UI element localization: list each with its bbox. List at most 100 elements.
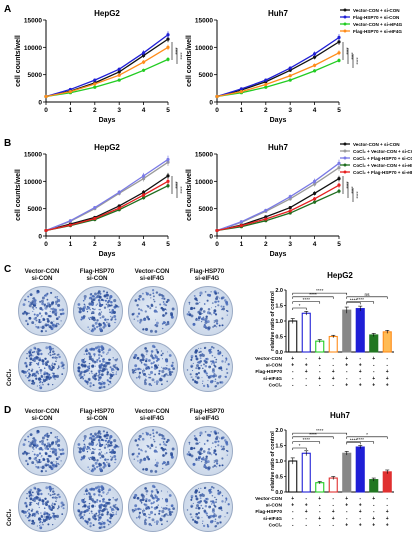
colony-dot [188,441,191,444]
colony-dot [190,498,193,501]
colony-dot [144,518,146,520]
colony-dot [41,296,45,300]
colony-dot [94,296,97,300]
colony-dot [35,307,37,309]
colony-dot [133,458,136,460]
colony-dot [208,505,212,509]
colony-dot [139,378,141,380]
colony-dot [53,460,55,462]
colony-dot [44,312,48,316]
colony-dot [150,524,153,527]
colony-dot [98,452,102,456]
colony-dot [28,513,31,516]
colony-dot [92,465,94,467]
colony-dot [210,360,213,363]
colony-dot [202,524,206,528]
colony-dot [141,358,145,362]
condition-sign: + [318,356,321,362]
colony-dot [78,310,82,314]
condition-sign: + [345,522,348,528]
colony-dot [209,514,213,518]
colony-dot [42,384,44,386]
colony-dot [86,505,90,509]
colony-dot [36,453,39,457]
colony-dot [54,436,57,439]
condition-sign: + [345,356,348,362]
colony-dot [198,312,202,316]
colony-dot [46,361,49,363]
colony-dot [161,383,163,386]
colony-dot [159,443,162,446]
condition-sign: - [386,496,388,502]
sig-label: **** [173,47,178,54]
colony-dot [147,367,150,370]
colony-dot [84,379,87,382]
colony-dot [33,301,37,306]
colony-dot [106,321,108,323]
colony-dot [201,461,203,463]
colony-dot [161,437,163,440]
colony-dot [47,493,50,495]
colony-dot [219,375,222,378]
colony-dot [32,495,34,497]
colony-dot [152,292,155,295]
colony-dot [142,292,144,295]
colony-dot [98,364,100,367]
bar [369,479,379,493]
colony-dot [109,435,113,439]
colony-dot [111,456,114,459]
colony-dot [103,295,105,297]
colony-dot [212,325,215,328]
colony-dot [78,447,82,451]
colony-dot [193,434,196,437]
colony-dot [101,487,103,489]
colony-dot [156,451,158,453]
colony-dot [49,450,51,452]
colony-dot [149,329,153,333]
colony-dot [211,314,213,316]
colony-dot [98,439,101,443]
colony-dot [87,326,89,328]
y-tick-label: 2.0 [275,428,283,434]
colony-dot [57,443,61,447]
colony-dot [99,468,103,472]
colony-dot [103,385,106,389]
colony-dot [211,520,214,523]
colony-dot [88,362,91,365]
colony-dot [88,328,90,330]
colony-dot [134,508,138,511]
colony-dot [131,368,134,372]
colony-dot [170,453,174,457]
colony-dot [144,310,147,313]
colony-dot [166,449,168,451]
colony-dot [100,454,105,458]
legend-marker [343,15,347,19]
colony-dot [202,363,206,366]
colony-dots [186,345,230,388]
colony-dot [36,461,40,464]
colony-dot [112,373,115,376]
colony-dot [148,513,150,515]
colony-dot [60,361,64,365]
bar [342,452,352,493]
colony-dot [32,358,35,360]
colony-dot [103,464,107,468]
colony-dot [190,358,193,361]
colony-dot [104,439,107,442]
colony-dot [90,432,93,435]
data-point [288,205,292,210]
colony-dot [87,352,90,354]
colony-dot [107,318,109,321]
colony-dot [211,354,214,357]
well-column-label: Vector-CON si-CON [24,268,60,282]
colony-dot [112,504,116,508]
colony-dot [40,466,42,468]
data-point [142,53,146,58]
colony-dot [149,516,151,519]
colony-dot [199,367,201,369]
colony-dot [212,368,215,371]
data-point [337,51,341,55]
colony-dot [98,360,102,363]
colony-dot [115,513,118,516]
colony-dot [199,353,203,357]
